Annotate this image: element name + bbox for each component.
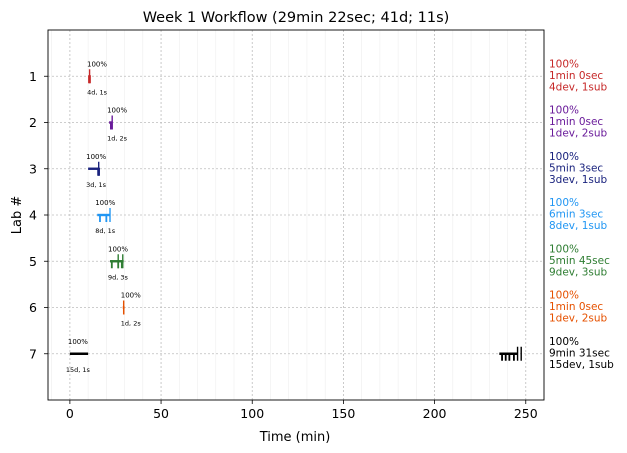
side-annotation-line: 5min 3sec [549, 162, 603, 174]
percent-label: 100% [68, 338, 88, 346]
count-label: 4d, 1s [87, 88, 108, 96]
side-annotation-line: 8dev, 1sub [549, 220, 608, 232]
x-axis-label: Time (min) [259, 430, 331, 445]
x-tick-label: 250 [514, 406, 538, 421]
percent-label: 100% [86, 153, 106, 161]
side-annotation-line: 1dev, 2sub [549, 128, 608, 140]
side-annotation-line: 100% [549, 151, 579, 163]
y-tick-label: 2 [29, 115, 37, 130]
y-tick-label: 4 [29, 208, 37, 223]
device-bar [110, 260, 113, 269]
side-annotation-line: 15dev, 1sub [549, 359, 614, 371]
side-annotation-line: 1min 0sec [549, 70, 603, 82]
x-tick-label: 0 [66, 406, 74, 421]
side-annotation-line: 9min 31sec [549, 347, 610, 359]
device-bar [504, 352, 507, 361]
count-label: 9d, 3s [108, 273, 129, 281]
percent-label: 100% [121, 292, 141, 300]
count-label: 8d, 1s [95, 227, 116, 235]
device-bar [105, 214, 108, 222]
y-tick-label: 5 [29, 254, 37, 269]
axes: 0 50 100 150 200 250 1 2 3 4 5 6 7 [29, 69, 538, 421]
side-annotation-line: 1min 0sec [549, 116, 603, 128]
x-tick-label: 200 [423, 406, 447, 421]
y-axis-label: Lab # [10, 196, 25, 235]
device-bar [99, 214, 101, 222]
y-tick-label: 1 [29, 69, 37, 84]
side-annotation-line: 100% [549, 105, 579, 117]
side-annotation-line: 1dev, 2sub [549, 313, 608, 325]
side-annotation-line: 6min 3sec [549, 209, 603, 221]
count-label: 15d, 1s [66, 366, 91, 374]
count-label: 1d, 2s [121, 320, 142, 328]
count-label: 1d, 2s [107, 135, 128, 143]
side-annotation-line: 1min 0sec [549, 301, 603, 313]
chart-title: Week 1 Workflow (29min 22sec; 41d; 11s) [143, 10, 450, 26]
count-label: 3d, 1s [86, 181, 107, 189]
percent-label: 100% [95, 199, 115, 207]
y-tick-label: 3 [29, 161, 37, 176]
device-bar [120, 260, 123, 269]
grid [48, 30, 544, 400]
side-annotation-line: 100% [549, 290, 579, 302]
y-tick-label: 7 [29, 346, 37, 361]
side-annotation-line: 4dev, 1sub [549, 81, 608, 93]
side-annotation-line: 100% [549, 197, 579, 209]
percent-label: 100% [108, 245, 128, 253]
device-bar [513, 352, 515, 361]
device-bar [508, 352, 511, 361]
x-tick-label: 50 [153, 406, 169, 421]
x-tick-label: 150 [331, 406, 355, 421]
side-annotation-line: 9dev, 3sub [549, 266, 608, 278]
side-annotation-line: 100% [549, 243, 579, 255]
side-annotation-line: 100% [549, 58, 579, 70]
timeline-marks: 100% 4d, 1s 100% 1d, 2s 100% 3d, 1s 100% 8d, 1s… [66, 60, 522, 374]
y-tick-label: 6 [29, 300, 37, 315]
side-annotation-line: 3dev, 1sub [549, 174, 608, 186]
side-annotation-line: 100% [549, 336, 579, 348]
side-annotation-line: 5min 45sec [549, 255, 610, 267]
device-bar [110, 121, 113, 130]
percent-label: 100% [87, 60, 107, 68]
x-tick-label: 100 [240, 406, 264, 421]
percent-label: 100% [107, 107, 127, 115]
device-bar [501, 352, 503, 361]
